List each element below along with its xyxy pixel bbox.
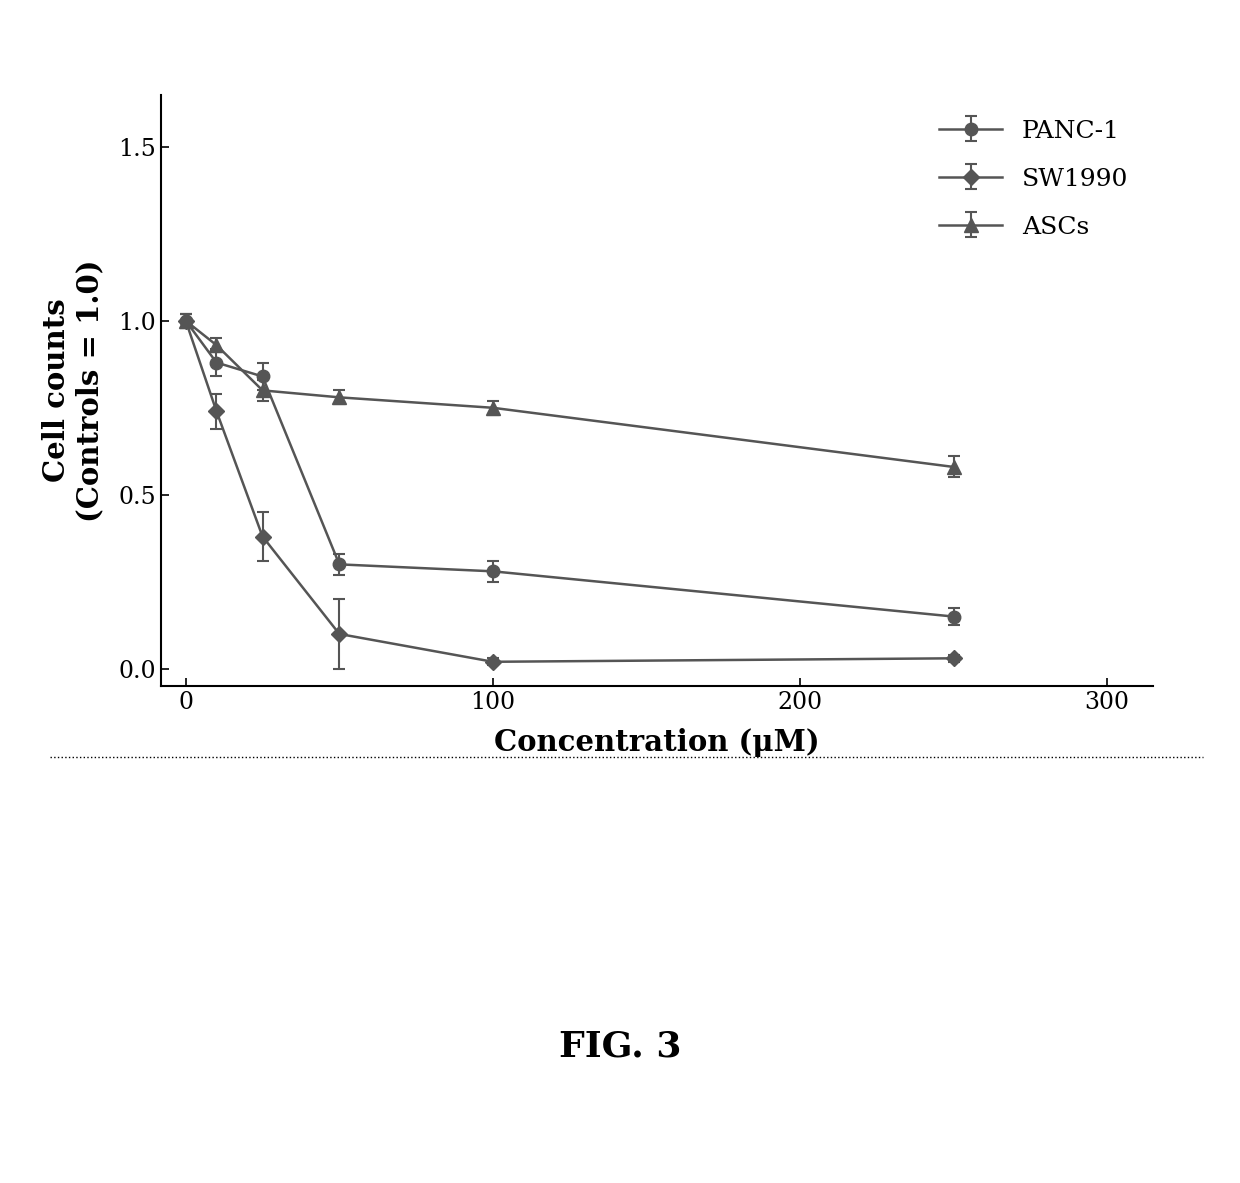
X-axis label: Concentration (μM): Concentration (μM) (495, 728, 820, 757)
Text: FIG. 3: FIG. 3 (559, 1030, 681, 1064)
Legend: PANC-1, SW1990, ASCs: PANC-1, SW1990, ASCs (926, 108, 1141, 251)
Y-axis label: Cell counts
(Controls = 1.0): Cell counts (Controls = 1.0) (42, 259, 104, 522)
